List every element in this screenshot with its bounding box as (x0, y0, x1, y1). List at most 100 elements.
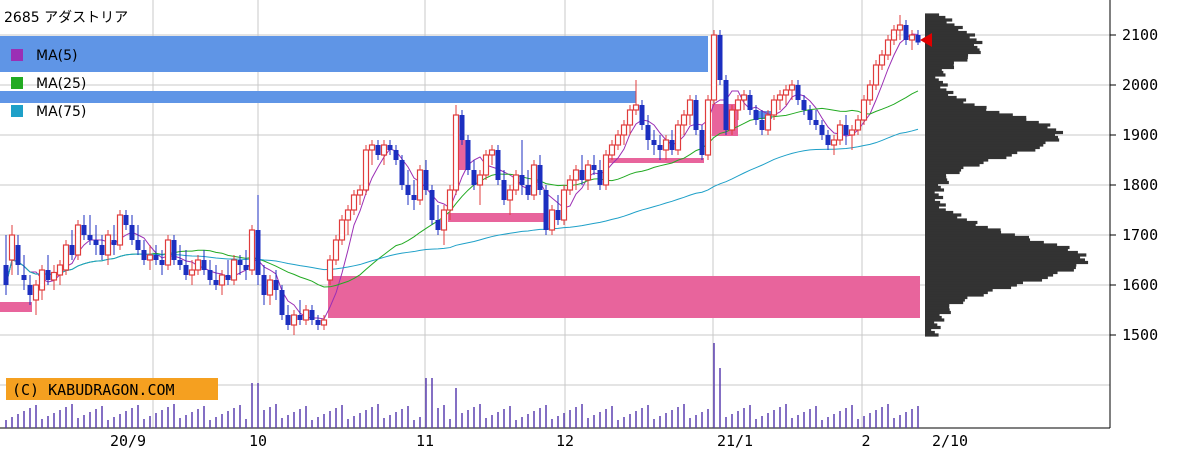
candle-body-down (753, 110, 759, 120)
candle-body-down (285, 315, 291, 325)
profile-bar (925, 263, 1077, 267)
candle-body-up (512, 174, 520, 191)
candle-body-up (704, 99, 712, 156)
profile-bar (925, 170, 960, 175)
candle-body-down (597, 170, 603, 185)
candle-body-up (230, 259, 238, 281)
candle-body-down (825, 135, 831, 145)
candle-body-up (476, 174, 484, 186)
candle-body-up (686, 99, 694, 116)
profile-bar (925, 288, 993, 292)
profile-bar (925, 185, 941, 190)
candle-body-down (435, 220, 441, 230)
candle-body-up (674, 124, 682, 151)
profile-bar (925, 133, 1055, 137)
candle-body-up (74, 224, 82, 256)
candle-body-up (416, 169, 424, 201)
candle-body-down (261, 275, 267, 295)
profile-bar (925, 203, 946, 207)
candle-body-up (584, 164, 592, 181)
profile-bar (925, 328, 932, 332)
candle-body-up (896, 24, 904, 31)
candle-body-up (194, 259, 202, 271)
profile-bar (925, 165, 964, 170)
candle-body-up (104, 234, 112, 256)
candle-body-down (465, 140, 471, 170)
profile-bar (925, 298, 965, 302)
candle-body-down (93, 240, 99, 245)
profile-bar (925, 253, 1087, 257)
profile-bar (925, 83, 948, 87)
candle-body-up (770, 99, 778, 116)
x-tick-label: 20/9 (110, 432, 146, 450)
candle-body-up (452, 114, 460, 191)
candle-body-up (560, 189, 568, 221)
profile-bar (925, 243, 1058, 247)
gap-band (0, 302, 32, 312)
candle-body-up (188, 269, 196, 276)
candle-body-up (164, 239, 172, 266)
profile-bar (925, 98, 967, 102)
profile-bar (925, 275, 1048, 280)
profile-bar (925, 155, 1007, 160)
candle-body-up (788, 84, 796, 91)
candle-body-down (69, 245, 75, 255)
candle-body-down (21, 275, 27, 280)
profile-bar (925, 323, 938, 327)
profile-bar (925, 115, 1027, 120)
profile-bar (925, 315, 942, 320)
legend-label: MA(25) (36, 76, 86, 92)
profile-bar (925, 108, 987, 112)
candle-body-up (710, 34, 718, 101)
copyright-text: (C) KABUDRAGON.COM (12, 381, 175, 399)
profile-bar (925, 225, 988, 230)
candle-body-up (380, 144, 388, 156)
candle-body-down (795, 85, 801, 100)
profile-bar (925, 85, 941, 90)
profile-bar (925, 188, 945, 192)
candle-body-up (548, 209, 556, 231)
candle-body-down (903, 25, 909, 40)
profile-bar (925, 228, 1001, 232)
candle-body-down (657, 145, 663, 150)
candle-body-up (572, 169, 580, 181)
candle-body-down (801, 100, 807, 110)
y-tick-label: 1600 (1122, 276, 1158, 294)
candle-body-down (543, 190, 549, 230)
profile-bar (925, 13, 940, 17)
candle-body-down (243, 265, 249, 270)
profile-bar (925, 40, 983, 45)
candle-body-up (830, 139, 838, 146)
profile-bar (925, 305, 950, 310)
candle-body-up (320, 319, 328, 326)
candle-body-up (32, 284, 40, 301)
profile-bar (925, 283, 1017, 287)
profile-bar (925, 218, 967, 222)
profile-bar (925, 273, 1054, 277)
candle-body-up (620, 124, 628, 136)
profile-bar (925, 138, 1060, 142)
candle-body-down (807, 110, 813, 120)
profile-bar (925, 63, 954, 67)
resistance-band (0, 36, 708, 72)
profile-bar (925, 230, 1002, 235)
profile-bar (925, 55, 968, 60)
candle-body-down (591, 165, 597, 170)
candle-body-up (530, 164, 538, 196)
profile-bar (925, 153, 1012, 157)
profile-bar (925, 173, 947, 177)
ma75-line (5, 128, 919, 286)
candle-body-down (177, 260, 183, 265)
candle-body-down (423, 170, 429, 190)
candle-body-up (632, 104, 640, 111)
candle-body-down (135, 240, 141, 250)
profile-bar (925, 125, 1048, 130)
profile-bar (925, 213, 962, 217)
profile-bar (925, 90, 954, 95)
profile-bar (925, 53, 969, 57)
candle-body-up (680, 114, 688, 126)
profile-bar (925, 120, 1039, 125)
profile-bar (925, 113, 1013, 117)
candle-body-down (405, 185, 411, 195)
